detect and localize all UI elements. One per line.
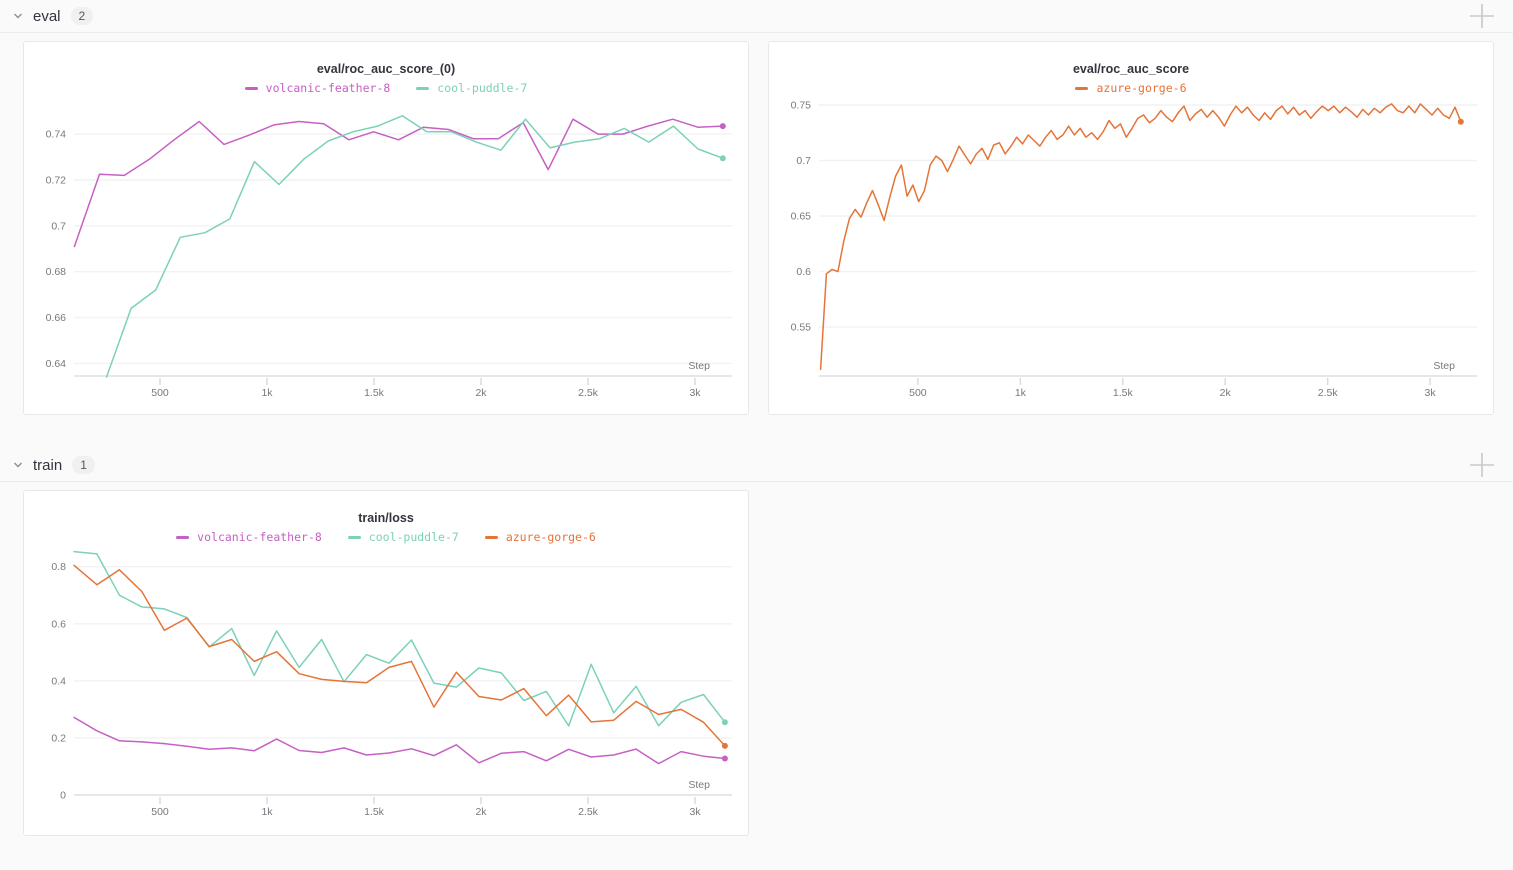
plus-icon — [1470, 4, 1494, 28]
chart-canvas-eval-roc-auc-score-0: 0.64 0.66 0.68 0.7 0.72 0.74 500 1k 1.5k 2k 2.5k 3k… — [46, 115, 732, 399]
x-tick-label: 1k — [261, 806, 273, 818]
chart-canvas-train-loss: 0 0.2 0.4 0.6 0.8 500 1k 1.5k 2k 2.5k 3k Step — [51, 550, 732, 818]
x-tick-label: 2.5k — [1318, 387, 1339, 399]
legend-label: cool-puddle-7 — [368, 530, 459, 544]
x-tick-label: 1k — [1015, 387, 1027, 399]
panel-eval-roc-auc-score-0[interactable]: eval/roc_auc_score_(0) volcanic-feather-… — [23, 41, 749, 415]
panel-count-badge: 1 — [72, 456, 95, 474]
x-axis-title: Step — [1433, 360, 1455, 372]
x-tick-label: 2k — [475, 806, 487, 818]
legend-swatch — [484, 535, 498, 539]
legend-item-cool-puddle-7[interactable]: cool-puddle-7 — [347, 530, 459, 544]
x-tick-label: 2.5k — [578, 806, 599, 818]
y-tick-label: 0.65 — [791, 211, 812, 223]
x-tick-label: 1.5k — [364, 806, 385, 818]
y-tick-label: 0.74 — [46, 129, 67, 141]
chart-title: train/loss — [358, 511, 414, 525]
y-tick-label: 0.64 — [46, 358, 67, 370]
series-endpoint-cool-puddle-7 — [719, 155, 726, 162]
x-axis-title: Step — [688, 779, 710, 791]
x-axis-title: Step — [688, 360, 710, 372]
x-tick-label: 500 — [151, 806, 169, 818]
chart-title: eval/roc_auc_score_(0) — [316, 62, 456, 76]
legend-label: cool-puddle-7 — [437, 81, 528, 95]
y-tick-label: 0.68 — [46, 266, 67, 278]
series-endpoint-cool-puddle-7 — [721, 719, 728, 726]
panels-row-train: train/loss volcanic-feather-8 cool-puddle… — [0, 482, 1513, 870]
y-tick-label: 0.75 — [791, 100, 812, 112]
series-line-cool-puddle-7[interactable] — [73, 550, 726, 727]
legend-item-volcanic-feather-8[interactable]: volcanic-feather-8 — [176, 530, 322, 544]
series-line-azure-gorge-6[interactable] — [73, 564, 726, 747]
add-panel-button[interactable] — [1467, 450, 1497, 480]
legend-swatch — [244, 86, 258, 90]
panels-row-eval: eval/roc_auc_score_(0) volcanic-feather-… — [0, 33, 1513, 449]
x-tick-label: 3k — [689, 387, 701, 399]
panel-eval-roc-auc-score[interactable]: eval/roc_auc_score azure-gorge-6 0.55 0.6… — [768, 41, 1494, 415]
legend-label: volcanic-feather-8 — [197, 530, 322, 544]
y-tick-label: 0.8 — [51, 561, 66, 573]
y-tick-label: 0.55 — [791, 322, 812, 334]
y-tick-label: 0 — [60, 790, 66, 802]
legend-swatch — [176, 535, 190, 539]
section-title-eval: eval — [33, 7, 61, 25]
legend-label: azure-gorge-6 — [1096, 81, 1187, 95]
legend-label: azure-gorge-6 — [505, 530, 596, 544]
legend-swatch — [416, 86, 430, 90]
x-tick-label: 2k — [475, 387, 487, 399]
y-tick-label: 0.6 — [51, 618, 66, 630]
x-tick-label: 1.5k — [364, 387, 385, 399]
x-tick-label: 500 — [909, 387, 927, 399]
series-line-azure-gorge-6[interactable] — [819, 103, 1462, 371]
series-endpoint-azure-gorge-6 — [721, 742, 728, 749]
x-tick-label: 500 — [151, 387, 169, 399]
section-eval: eval 2 eval/roc_auc_score_(0) volcanic-f… — [0, 0, 1513, 449]
x-tick-label: 3k — [1425, 387, 1437, 399]
section-header-train[interactable]: train 1 — [0, 449, 1513, 482]
section-header-eval[interactable]: eval 2 — [0, 0, 1513, 33]
panel-count-badge: 2 — [70, 7, 94, 25]
x-tick-label: 1k — [261, 387, 273, 399]
chevron-down-icon[interactable] — [10, 457, 26, 473]
chevron-down-icon[interactable] — [10, 8, 26, 24]
legend-item-cool-puddle-7[interactable]: cool-puddle-7 — [416, 81, 527, 95]
legend-swatch — [1075, 86, 1089, 90]
chart-canvas-eval-roc-auc-score: 0.55 0.6 0.65 0.7 0.75 500 1k 1.5k 2k 2.5k 3k Step — [791, 100, 1477, 399]
y-tick-label: 0.72 — [46, 175, 67, 187]
chart-title: eval/roc_auc_score — [1072, 62, 1190, 76]
y-tick-label: 0.66 — [46, 312, 67, 324]
y-tick-label: 0.2 — [51, 732, 66, 744]
series-endpoint-azure-gorge-6 — [1457, 118, 1464, 125]
series-endpoint-volcanic-feather-8 — [719, 123, 726, 130]
y-tick-label: 0.4 — [51, 675, 66, 687]
legend-item-volcanic-feather-8[interactable]: volcanic-feather-8 — [244, 81, 391, 95]
series-line-volcanic-feather-8[interactable] — [73, 118, 724, 248]
x-tick-label: 1.5k — [1113, 387, 1134, 399]
legend-item-azure-gorge-6[interactable]: azure-gorge-6 — [1075, 81, 1187, 95]
y-tick-label: 0.7 — [796, 155, 811, 167]
legend-label: volcanic-feather-8 — [265, 81, 391, 95]
section-train: train 1 train/loss volcanic-feather-8 coo… — [0, 449, 1513, 870]
chart-legend: volcanic-feather-8 cool-puddle-7 azure-gor… — [24, 529, 748, 545]
panel-train-loss[interactable]: train/loss volcanic-feather-8 cool-puddle… — [23, 490, 749, 836]
legend-swatch — [347, 535, 361, 539]
legend-item-azure-gorge-6[interactable]: azure-gorge-6 — [484, 530, 596, 544]
chart-legend: volcanic-feather-8 cool-puddle-7 — [24, 80, 748, 96]
x-tick-label: 3k — [689, 806, 701, 818]
x-tick-label: 2k — [1220, 387, 1232, 399]
y-tick-label: 0.6 — [796, 266, 811, 278]
plus-icon — [1470, 453, 1494, 477]
y-tick-label: 0.7 — [51, 220, 66, 232]
section-title-train: train — [33, 456, 63, 474]
series-line-volcanic-feather-8[interactable] — [73, 716, 726, 765]
x-tick-label: 2.5k — [578, 387, 599, 399]
series-line-cool-puddle-7[interactable] — [105, 115, 724, 378]
chart-legend: azure-gorge-6 — [769, 80, 1493, 96]
series-endpoint-volcanic-feather-8 — [721, 755, 728, 762]
add-panel-button[interactable] — [1467, 1, 1497, 31]
